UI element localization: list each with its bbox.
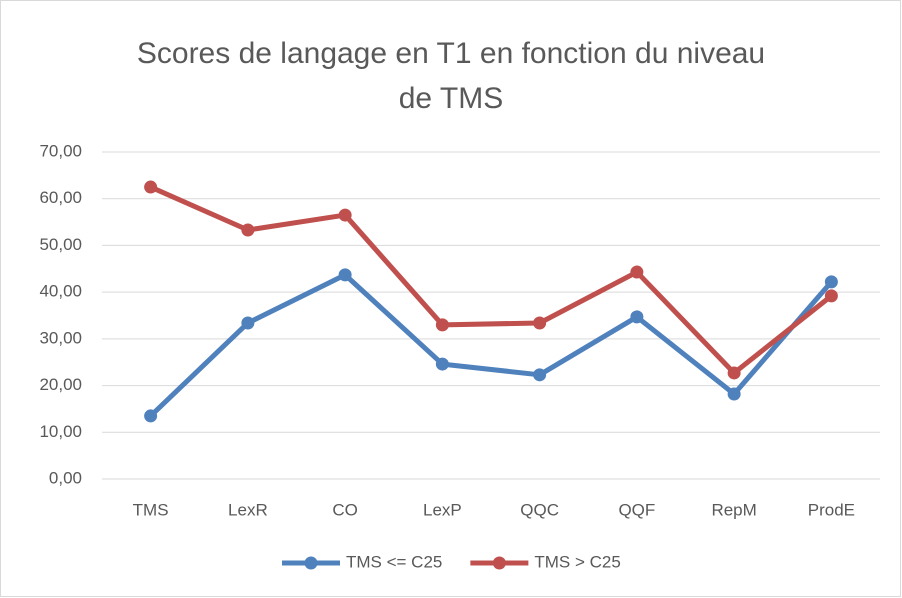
y-tick-label: 0,00 (49, 468, 82, 487)
x-tick-label: LexP (423, 500, 462, 519)
chart-title: de TMS (399, 82, 504, 115)
marker (144, 180, 158, 194)
line (149, 184, 833, 376)
legend-marker (304, 556, 318, 570)
chart-title: Scores de langage en T1 en fonction du n… (137, 37, 765, 70)
y-tick-label: 50,00 (39, 235, 82, 254)
y-tick-label: 70,00 (39, 141, 82, 160)
marker (338, 268, 352, 282)
marker (435, 318, 449, 332)
x-tick-label: QQC (520, 500, 559, 519)
marker (727, 366, 741, 380)
marker (241, 223, 255, 237)
legend-label: TMS > C25 (534, 552, 620, 571)
x-tick-label: CO (332, 500, 358, 519)
marker (241, 316, 255, 330)
y-tick-label: 20,00 (39, 375, 82, 394)
marker (435, 357, 449, 371)
marker (630, 310, 644, 324)
marker (338, 208, 352, 222)
legend-label: TMS <= C25 (346, 552, 442, 571)
marker (144, 409, 158, 423)
marker (533, 368, 547, 382)
x-tick-label: QQF (618, 500, 655, 519)
x-tick-label: ProdE (808, 500, 855, 519)
y-tick-label: 60,00 (39, 188, 82, 207)
marker (533, 316, 547, 330)
x-tick-label: TMS (133, 500, 169, 519)
y-tick-label: 30,00 (39, 328, 82, 347)
legend-marker (492, 556, 506, 570)
marker (824, 275, 838, 289)
y-tick-label: 40,00 (39, 282, 82, 301)
marker (824, 289, 838, 303)
marker (727, 387, 741, 401)
y-tick-label: 10,00 (39, 422, 82, 441)
marker (630, 265, 644, 279)
line (148, 272, 834, 418)
x-tick-label: LexR (228, 500, 268, 519)
x-tick-label: RepM (711, 500, 756, 519)
